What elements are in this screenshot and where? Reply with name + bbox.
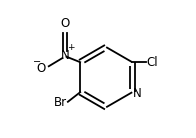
Text: N: N bbox=[133, 87, 141, 100]
Text: Cl: Cl bbox=[147, 56, 158, 69]
Text: Br: Br bbox=[54, 96, 67, 109]
Text: +: + bbox=[67, 43, 74, 52]
Text: N: N bbox=[61, 49, 70, 62]
Text: O: O bbox=[36, 63, 45, 75]
Text: O: O bbox=[61, 17, 70, 30]
Text: −: − bbox=[33, 57, 41, 67]
